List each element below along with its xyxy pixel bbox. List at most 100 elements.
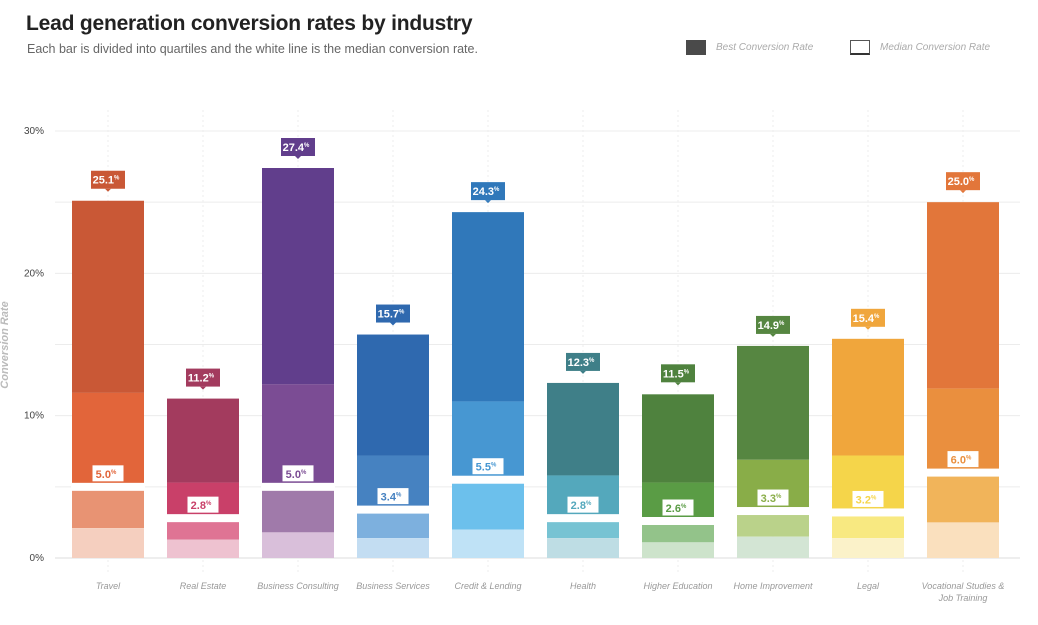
category-label: Travel [96,581,121,591]
best-rate-label: 11.5% [663,368,690,380]
badge-pointer-icon [390,322,396,326]
badge-pointer-icon [960,190,966,194]
median-rate-badge: 5.0% [281,464,315,483]
y-axis-label: Conversion Rate [0,301,11,388]
best-rate-badge: 12.3% [566,352,600,374]
bar-segment-q1 [357,538,429,558]
bar-segment-q4 [452,212,524,402]
median-line [546,514,620,523]
percent-sign: % [969,177,975,183]
bar-segment-q1 [72,528,144,558]
best-rate-label: 27.4% [283,142,310,154]
percent-sign: % [206,501,212,507]
bar-segment-q2 [642,520,714,543]
best-rate-badge: 15.4% [851,308,885,330]
badge-box [186,368,220,387]
legend-median-swatch-icon [850,40,870,55]
percent-sign: % [966,456,972,462]
percent-sign: % [494,187,500,193]
best-rate-label: 24.3% [473,186,500,198]
category-label: Higher Education [643,581,712,591]
category-label: Home Improvement [733,581,813,591]
badge-box [471,457,505,476]
badge-box [471,182,505,201]
percent-sign: % [304,143,310,149]
percent-sign: % [399,310,405,316]
badge-pointer-icon [675,382,681,386]
badge-box [851,308,885,327]
percent-sign: % [209,374,215,380]
bar-segment-q1 [737,536,809,558]
best-rate-label: 25.1% [93,175,120,187]
badge-box [566,352,600,371]
chart-subtitle: Each bar is divided into quartiles and t… [27,42,478,56]
category-label: Business Consulting [257,581,339,591]
best-rate-badge: 27.4% [281,138,315,160]
category-label: Health [570,581,596,591]
badge-box [661,364,695,383]
badge-box [946,172,980,191]
legend-best: Best Conversion Rate [686,40,813,55]
badge-box [91,170,125,189]
best-rate-label: 25.0% [948,176,975,188]
bar-segment-q2 [547,518,619,539]
median-line [831,508,905,517]
category-label: Real Estate [180,581,227,591]
median-line [641,516,715,525]
badge-pointer-icon [200,386,206,390]
y-tick-label: 0% [30,553,45,564]
category-label: Legal [857,581,880,591]
median-line [166,514,240,523]
badge-pointer-icon [865,326,871,330]
best-rate-badge: 25.0% [946,172,980,194]
bar-segment-q4 [832,338,904,456]
percent-sign: % [874,314,880,320]
median-rate-badge: 3.2% [851,489,885,508]
median-line [451,475,525,484]
best-rate-label: 14.9% [758,320,785,332]
legend-median-label: Median Conversion Rate [880,42,991,53]
bar-segment-q1 [452,529,524,558]
badge-box [851,489,885,508]
median-rate-badge: 3.3% [756,488,790,507]
median-rate-badge: 5.5% [471,457,505,476]
badge-pointer-icon [105,188,111,192]
legend-median: Median Conversion Rate [850,40,990,55]
median-line [261,482,335,491]
badge-box [566,495,600,514]
badge-box [946,450,980,469]
legend-best-swatch-icon [686,40,706,55]
best-rate-badge: 11.5% [661,364,695,386]
percent-sign: % [586,501,592,507]
y-tick-label: 30% [24,126,44,137]
category-label: Credit & Lending [454,581,521,591]
median-line [926,468,1000,477]
median-rate-badge: 2.6% [661,498,695,517]
category-label: Job Training [938,593,988,603]
percent-sign: % [491,463,497,469]
bar-segment-q1 [262,532,334,558]
bar-segment-q4 [167,398,239,483]
y-tick-label: 20% [24,268,44,279]
category-label: Vocational Studies & [922,581,1005,591]
category-label: Business Services [356,581,430,591]
badge-box [376,304,410,323]
bar-segment-q4 [357,334,429,456]
badge-box [661,498,695,517]
bar-segment-q1 [167,539,239,558]
bar-segment-q2 [737,511,809,537]
badge-box [186,495,220,514]
median-line [356,505,430,514]
bar-segment-q2 [927,472,999,523]
bar-segment-q2 [72,486,144,529]
badge-box [281,138,315,157]
bar-segment-q4 [927,202,999,389]
bar-segment-q4 [262,168,334,385]
badge-pointer-icon [580,370,586,374]
best-rate-badge: 25.1% [91,170,125,192]
bar-segment-q2 [357,509,429,539]
y-tick-label: 10% [24,411,44,422]
best-rate-badge: 24.3% [471,182,505,204]
percent-sign: % [396,493,402,499]
median-line [736,507,810,516]
